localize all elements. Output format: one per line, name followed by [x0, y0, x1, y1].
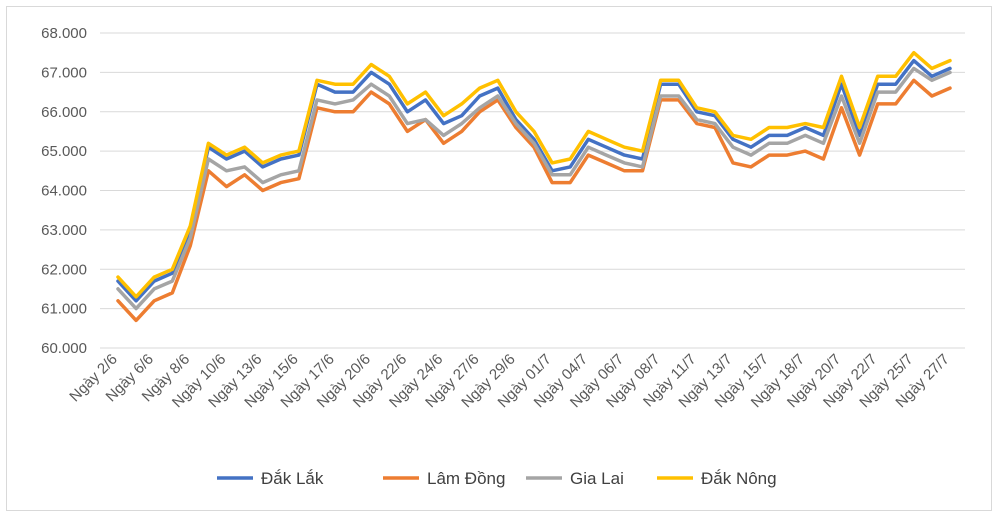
series-line: [116, 58, 952, 303]
y-tick-label: 64.000: [41, 183, 87, 200]
legend-label: Gia Lai: [570, 469, 624, 488]
legend-label: Đắk Lắk: [261, 469, 324, 488]
legend-label: Đắk Nông: [701, 469, 777, 488]
legend: Đắk Lắk Lâm Đồng Gia Lai Đắk Nông: [217, 469, 777, 488]
series-line: [116, 78, 952, 323]
gridlines: [100, 32, 965, 349]
series-line: [116, 66, 952, 311]
y-axis-ticks: 60.000 61.000 62.000 63.000 64.000 65.000 66.0…: [41, 25, 87, 357]
y-tick-label: 68.000: [41, 25, 87, 42]
series-lines: [116, 50, 952, 323]
y-tick-label: 60.000: [41, 340, 87, 357]
y-tick-label: 63.000: [41, 222, 87, 239]
y-tick-label: 66.000: [41, 104, 87, 121]
y-tick-label: 61.000: [41, 301, 87, 318]
y-tick-label: 62.000: [41, 261, 87, 278]
series-line: [116, 50, 952, 299]
legend-label: Lâm Đồng: [427, 469, 505, 488]
y-tick-label: 65.000: [41, 143, 87, 160]
y-tick-label: 67.000: [41, 64, 87, 81]
